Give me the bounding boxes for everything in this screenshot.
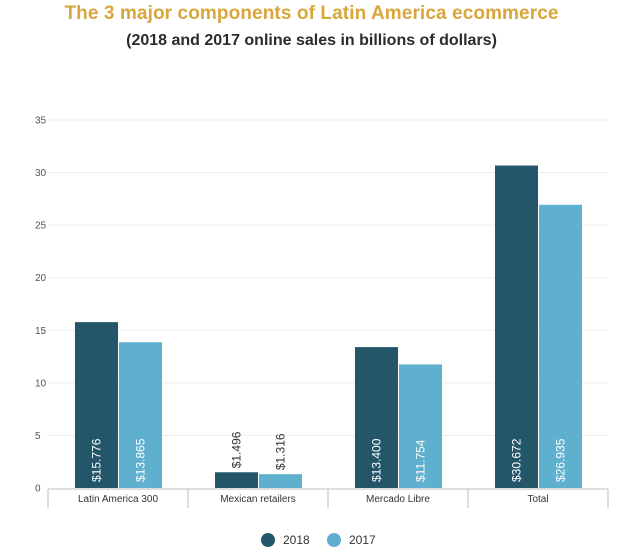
data-label: $30.672 xyxy=(510,438,524,482)
x-tick-label: Mercado Libre xyxy=(366,494,430,505)
bar-2018 xyxy=(75,322,118,488)
data-label: $1.316 xyxy=(274,433,288,470)
bar-2017 xyxy=(119,342,162,488)
x-tick-label: Total xyxy=(527,494,548,505)
bar-2018 xyxy=(215,472,258,488)
y-tick-label: 15 xyxy=(35,326,47,337)
y-tick-label: 5 xyxy=(35,431,41,442)
data-label: $13.865 xyxy=(134,438,148,482)
bar-2017 xyxy=(399,364,442,488)
x-tick-label: Mexican retailers xyxy=(220,494,296,505)
bar-2018 xyxy=(495,165,538,488)
y-tick-label: 35 xyxy=(35,116,47,127)
data-label: $15.776 xyxy=(90,438,104,482)
y-tick-label: 0 xyxy=(35,484,41,495)
bar-2017 xyxy=(259,474,302,488)
legend-marker xyxy=(261,533,275,547)
data-label: $1.496 xyxy=(230,431,244,468)
chart-title: The 3 major components of Latin America … xyxy=(64,3,559,24)
legend-marker xyxy=(327,533,341,547)
y-tick-label: 25 xyxy=(35,221,47,232)
data-label: $26.935 xyxy=(554,438,568,482)
data-label: $13.400 xyxy=(370,438,384,482)
legend-label: 2018 xyxy=(283,533,310,547)
y-tick-label: 10 xyxy=(35,378,47,389)
y-tick-label: 20 xyxy=(35,273,47,284)
legend-label: 2017 xyxy=(349,533,376,547)
y-tick-label: 30 xyxy=(35,168,47,179)
bar-2017 xyxy=(539,204,582,488)
chart-subtitle: (2018 and 2017 online sales in billions … xyxy=(126,32,497,49)
data-label: $11.754 xyxy=(414,439,428,482)
x-tick-label: Latin America 300 xyxy=(78,494,158,505)
bar-2018 xyxy=(355,347,398,488)
